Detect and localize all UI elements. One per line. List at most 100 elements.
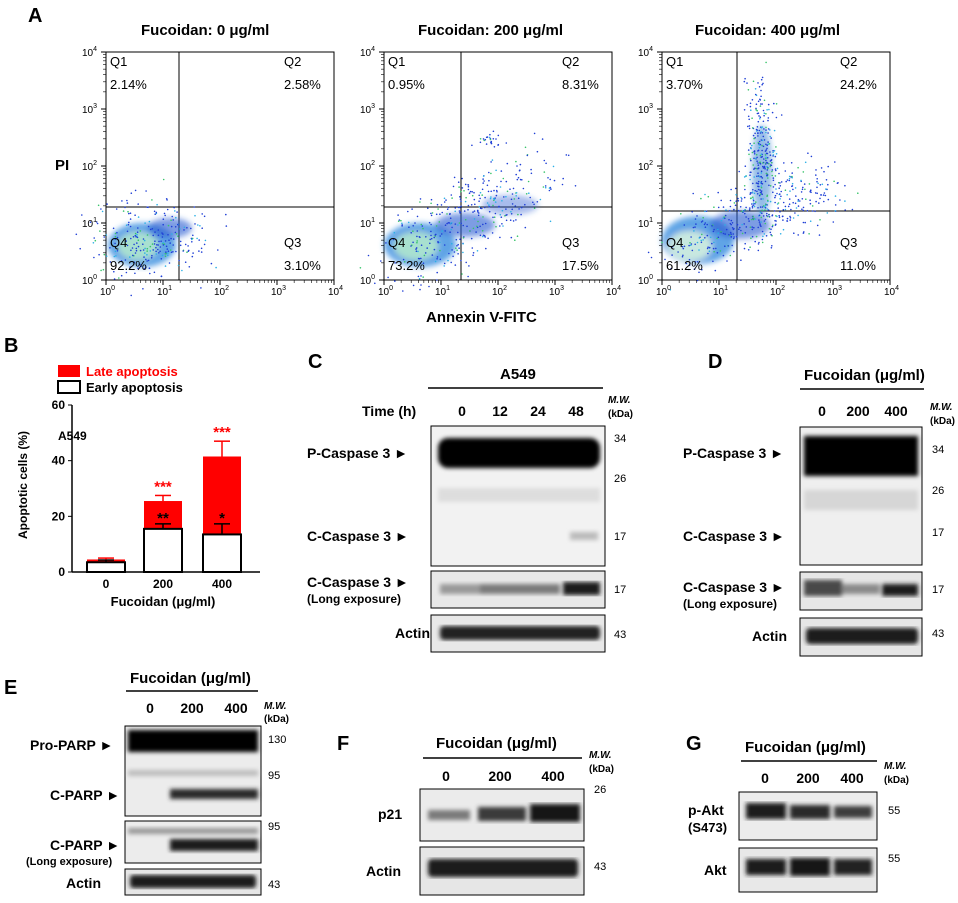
q2-value: 24.2% bbox=[840, 77, 877, 92]
blot-header: Fucoidan (μg/ml) bbox=[804, 367, 925, 384]
mw-label: M.W. bbox=[930, 402, 953, 413]
mw-marker: 55 bbox=[888, 853, 900, 865]
lane-label: 0 bbox=[458, 403, 466, 419]
flow-plot-1: Fucoidan: 0 μg/ml Q1 2.14% Q2 2.58% Q4 9… bbox=[75, 22, 343, 298]
mw-marker: 43 bbox=[268, 879, 280, 891]
panel-letter-d: D bbox=[708, 351, 722, 373]
blot-header: Fucoidan (μg/ml) bbox=[130, 670, 251, 687]
blot-row-label: P-Caspase 3 ► bbox=[683, 445, 784, 461]
q1-value: 2.14% bbox=[110, 77, 147, 92]
blot-g: Fucoidan (μg/ml) 0 200 400 M.W. (kDa) p-… bbox=[688, 739, 909, 893]
q1-value: 0.95% bbox=[388, 77, 425, 92]
x-tick-label: 102 bbox=[214, 285, 229, 298]
q4-value: 61.2% bbox=[666, 258, 703, 273]
flow-plot-title: Fucoidan: 400 μg/ml bbox=[695, 22, 840, 39]
lane-label: 400 bbox=[884, 403, 908, 419]
blot-row-label: Actin bbox=[66, 875, 101, 891]
mw-marker: 43 bbox=[614, 629, 626, 641]
x-tick-label: 200 bbox=[153, 577, 173, 591]
blot-row-label: p-Akt bbox=[688, 802, 724, 818]
x-tick-label: 100 bbox=[378, 285, 393, 298]
y-tick-label: 104 bbox=[82, 46, 97, 59]
kda-label: (kDa) bbox=[589, 764, 614, 775]
panel-letter-g: G bbox=[686, 733, 702, 755]
x-tick-label: 102 bbox=[492, 285, 507, 298]
flow-plot-3: Fucoidan: 400 μg/ml Q1 3.70% Q2 24.2% Q4… bbox=[638, 22, 899, 298]
mw-marker: 17 bbox=[932, 527, 944, 539]
q3-value: 3.10% bbox=[284, 258, 321, 273]
legend-swatch-late bbox=[58, 365, 80, 377]
blot-row-sublabel: (S473) bbox=[688, 820, 727, 835]
x-tick-label: 104 bbox=[328, 285, 343, 298]
flow-scatter bbox=[359, 132, 577, 292]
x-axis-label: Fucoidan (μg/ml) bbox=[111, 594, 216, 609]
lane-label: 0 bbox=[761, 770, 769, 786]
bar-late-apoptosis bbox=[203, 456, 241, 535]
q3-value: 11.0% bbox=[840, 258, 876, 273]
bar-early-apoptosis bbox=[143, 527, 183, 574]
x-tick-label: 0 bbox=[103, 577, 110, 591]
q2-label: Q2 bbox=[562, 54, 579, 69]
blot-row-label: C-PARP ► bbox=[50, 787, 120, 803]
lane-label: 400 bbox=[541, 768, 565, 784]
blot-f: Fucoidan (μg/ml) 0 200 400 M.W. (kDa) p2… bbox=[366, 735, 614, 896]
flow-plot-title: Fucoidan: 200 μg/ml bbox=[418, 22, 563, 39]
q2-label: Q2 bbox=[284, 54, 301, 69]
lane-label: 200 bbox=[846, 403, 870, 419]
lane-label: 400 bbox=[840, 770, 864, 786]
mw-marker: 95 bbox=[268, 821, 280, 833]
x-tick-label: 104 bbox=[606, 285, 621, 298]
lane-label: 12 bbox=[492, 403, 508, 419]
blot-row-label: P-Caspase 3 ► bbox=[307, 445, 408, 461]
mw-label: M.W. bbox=[608, 395, 631, 406]
panel-letter-f: F bbox=[337, 733, 349, 755]
kda-label: (kDa) bbox=[884, 775, 909, 786]
mw-marker: 26 bbox=[614, 473, 626, 485]
q1-label: Q1 bbox=[666, 54, 683, 69]
legend-swatch-early bbox=[57, 380, 81, 394]
flow-plot-2: Fucoidan: 200 μg/ml Q1 0.95% Q2 8.31% Q4… bbox=[359, 22, 621, 298]
kda-label: (kDa) bbox=[930, 416, 955, 427]
x-tick-label: 100 bbox=[100, 285, 115, 298]
blot-row-label: Actin bbox=[395, 625, 430, 641]
y-tick-label: 100 bbox=[638, 274, 653, 287]
y-tick-label: 40 bbox=[52, 454, 66, 468]
lane-label: 0 bbox=[146, 700, 154, 716]
q4-label: Q4 bbox=[388, 235, 405, 250]
x-tick-label: 101 bbox=[435, 285, 450, 298]
mw-marker: 17 bbox=[932, 584, 944, 596]
mw-label: M.W. bbox=[589, 750, 612, 761]
y-tick-label: 101 bbox=[82, 217, 97, 230]
blot-row-label: C-Caspase 3 ► bbox=[683, 579, 785, 595]
y-tick-label: 100 bbox=[360, 274, 375, 287]
mw-marker: 130 bbox=[268, 734, 286, 746]
blot-row-label: C-Caspase 3 ► bbox=[307, 574, 409, 590]
q3-value: 17.5% bbox=[562, 258, 599, 273]
blot-c: A549 Time (h) 0 12 24 48 M.W. (kDa) P-Ca… bbox=[307, 366, 633, 653]
mw-marker: 55 bbox=[888, 805, 900, 817]
y-tick-label: 102 bbox=[82, 160, 97, 173]
y-tick-label: 104 bbox=[360, 46, 375, 59]
lane-label: 24 bbox=[530, 403, 546, 419]
bar-early-apoptosis bbox=[86, 561, 126, 574]
q4-label: Q4 bbox=[666, 235, 683, 250]
significance-late: *** bbox=[213, 424, 231, 441]
flow-scatter bbox=[647, 152, 827, 291]
q4-value: 73.2% bbox=[388, 258, 425, 273]
flow-density-cloud bbox=[384, 195, 538, 267]
q3-label: Q3 bbox=[840, 235, 857, 250]
mw-marker: 26 bbox=[932, 485, 944, 497]
significance-late: *** bbox=[154, 478, 172, 495]
blot-row-label: C-PARP ► bbox=[50, 837, 120, 853]
q1-label: Q1 bbox=[110, 54, 127, 69]
blot-row-label: Actin bbox=[366, 863, 401, 879]
x-tick-label: 103 bbox=[827, 285, 842, 298]
blot-header: Fucoidan (μg/ml) bbox=[436, 735, 557, 752]
panel-letter-a: A bbox=[28, 5, 42, 27]
lane-label: 0 bbox=[442, 768, 450, 784]
lane-label: 200 bbox=[796, 770, 820, 786]
mw-marker: 17 bbox=[614, 531, 626, 543]
q2-label: Q2 bbox=[840, 54, 857, 69]
blot-row-label: C-Caspase 3 ► bbox=[307, 528, 409, 544]
